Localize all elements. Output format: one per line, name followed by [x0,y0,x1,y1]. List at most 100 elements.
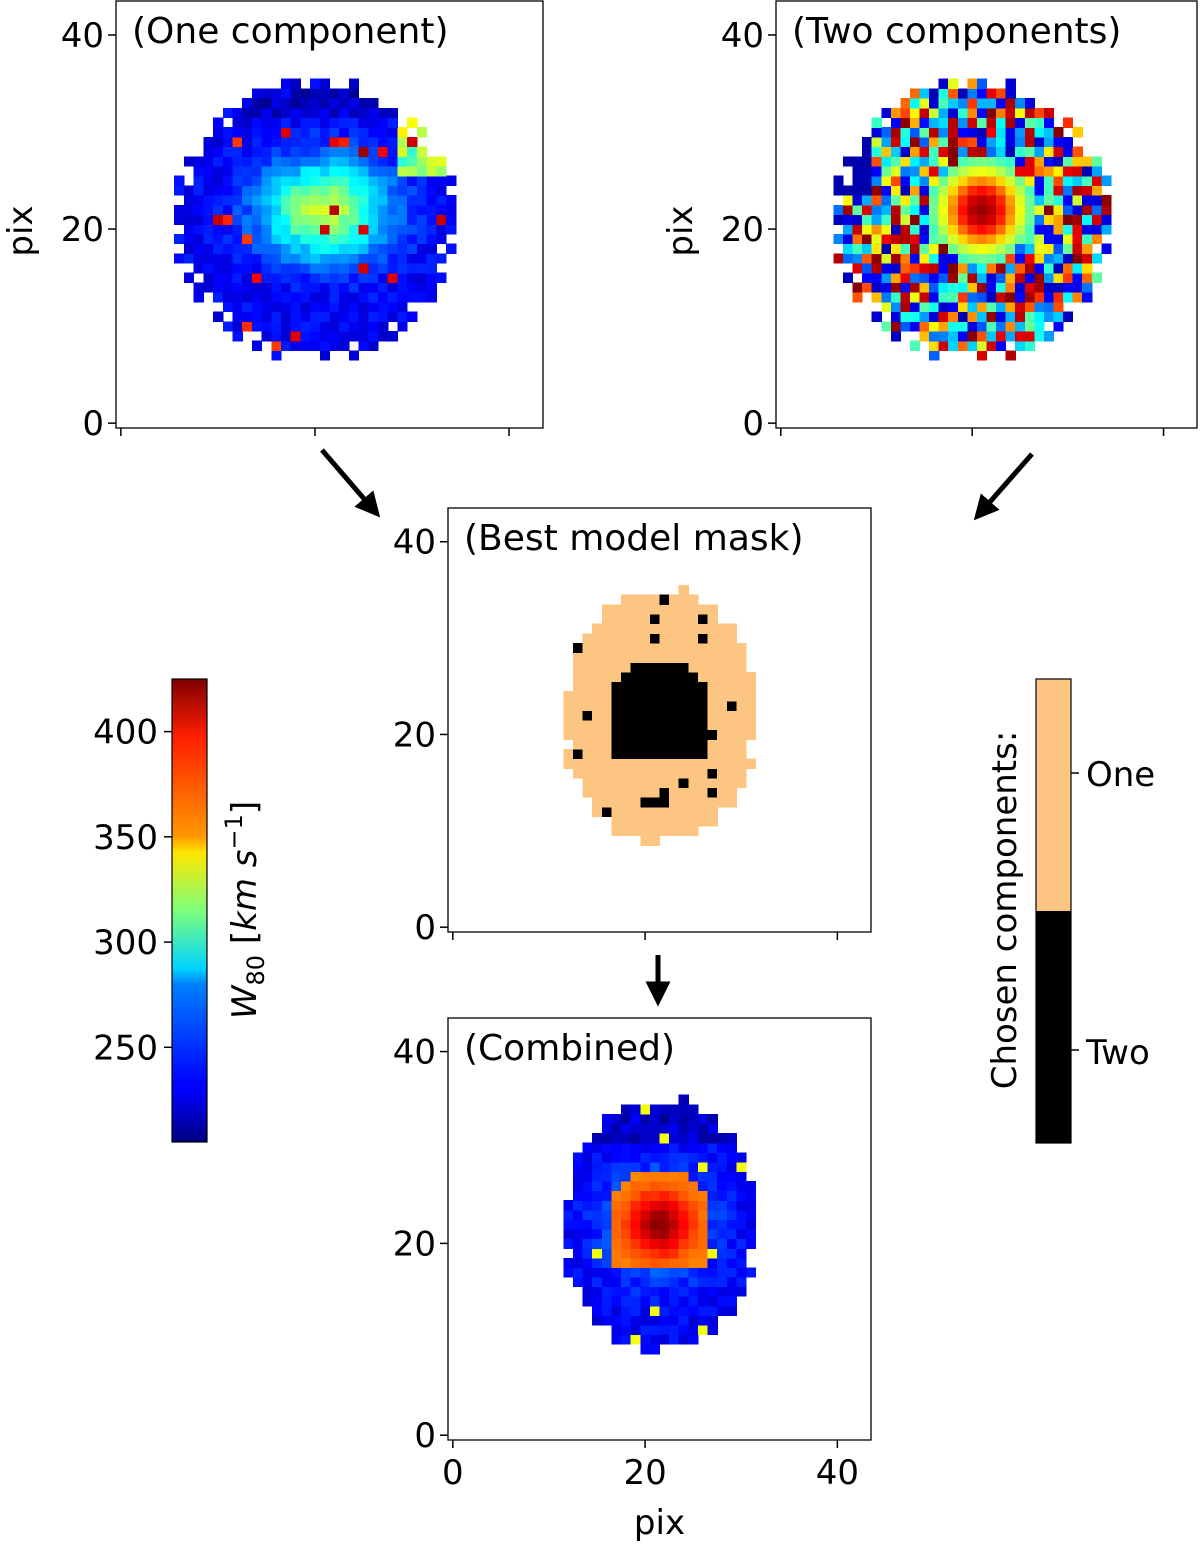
heatmap-cell [261,98,272,109]
heatmap-cell [621,1238,632,1249]
heatmap-cell [659,710,670,721]
heatmap-cell [649,662,661,673]
heatmap-cell [669,787,680,798]
heatmap-cell [678,710,689,721]
heatmap-cell [329,321,340,332]
heatmap-cell [387,233,399,245]
heatmap-cell [688,681,699,692]
heatmap-cell [852,233,863,245]
heatmap-cell [697,720,709,731]
heatmap-cell [697,1133,709,1144]
heatmap-cell [726,787,738,798]
heatmap-cell [707,671,718,683]
heatmap-cell [688,652,699,663]
heatmap-cell [678,594,689,605]
heatmap-cell [697,1152,709,1163]
heatmap-cell [621,594,632,605]
heatmap-cell [611,1200,622,1211]
heatmap-cell [407,156,418,167]
heatmap-cell [736,1257,747,1268]
colorbar-components-label: Chosen components: [985,731,1025,1090]
heatmap-cell [746,671,757,683]
heatmap-cell [649,826,661,837]
heatmap-cell [929,146,940,157]
heatmap-cell [271,98,282,109]
heatmap-cell [630,748,641,760]
heatmap-cell [271,272,282,284]
heatmap-cell [300,292,311,303]
heatmap-cell [717,748,728,760]
heatmap-cell [707,614,718,625]
heatmap-cell [707,748,718,760]
heatmap-cell [251,107,263,119]
heatmap-cell [601,739,613,750]
heatmap-cell [669,710,680,721]
heatmap-cell [572,1161,584,1173]
heatmap-cell [986,311,997,322]
heatmap-cell [929,350,940,361]
heatmap-cell [890,185,901,196]
heatmap-cell [919,263,930,274]
heatmap-cells [174,78,457,361]
heatmap-cell [669,1209,680,1221]
heatmap-cell [630,710,641,721]
heatmap-cell [659,1305,670,1316]
heatmap-cell [929,214,940,225]
heatmap-cell [213,282,224,293]
heatmap-cell [348,204,360,216]
heatmap-cell [967,263,978,274]
heatmap-cell [649,1238,661,1249]
heatmap-cell [222,146,234,157]
heatmap-cell [1005,195,1016,206]
heatmap-cell [300,195,311,206]
heatmap-cell [280,311,292,322]
heatmap-cell [1053,311,1064,322]
heatmap-cell [669,604,680,615]
heatmap-cell [601,1248,613,1259]
heatmap-cell [319,350,331,361]
heatmap-cell [368,165,379,177]
heatmap-cell [280,263,292,274]
heatmap-cell [348,98,360,109]
heatmap-cell [659,1296,670,1307]
heatmap-cell [630,1238,641,1249]
heatmap-cell [563,748,574,760]
heatmap-cell [1005,107,1016,119]
heatmap-cell [601,1181,613,1192]
heatmap-cell [1063,136,1074,148]
heatmap-cell [1034,214,1045,225]
colorbar-components-two [1036,911,1071,1143]
heatmap-cell [1082,195,1093,206]
heatmap-cell [649,604,661,615]
heatmap-cell [601,1152,613,1163]
heatmap-cell [669,594,680,605]
heatmap-cell [649,1123,661,1134]
heatmap-cell [967,321,978,332]
heatmap-cell [280,165,292,177]
heatmap-cell [707,633,718,644]
x-axis-label: pix [634,1503,685,1543]
heatmap-cell [717,681,728,692]
heatmap-cell [572,671,584,683]
heatmap-cell [601,700,613,711]
heatmap-cell [630,1229,641,1240]
heatmap-cell [339,340,350,351]
heatmap-cell [592,1229,603,1240]
heatmap-cell [193,224,204,235]
heatmap-cell [900,146,911,157]
heatmap-cell [833,253,844,264]
heatmap-cell [707,729,718,740]
heatmap-cell [592,1248,603,1259]
heatmap-cell [697,1219,709,1230]
heatmap-cell [919,185,930,196]
heatmap-cell [397,282,408,293]
heatmap-cell [397,243,408,254]
heatmap-cell [640,594,651,605]
heatmap-cell [986,340,997,351]
heatmap-cell [193,195,204,206]
heatmap-cell [640,604,651,615]
heatmap-cell [1072,224,1083,235]
heatmap-cell [1072,175,1083,186]
heatmap-cell [280,78,292,89]
heatmap-cell [976,107,988,119]
